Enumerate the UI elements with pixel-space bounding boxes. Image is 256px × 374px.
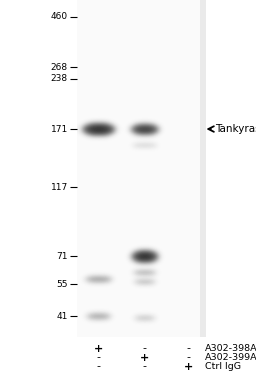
Bar — [77, 0, 200, 337]
Text: 71: 71 — [56, 252, 68, 261]
Text: 460: 460 — [51, 12, 68, 21]
Bar — [81, 0, 116, 337]
Text: -: - — [143, 344, 147, 353]
Text: 171: 171 — [51, 125, 68, 134]
Bar — [127, 0, 163, 337]
Text: 268: 268 — [51, 63, 68, 72]
Text: Ctrl IgG: Ctrl IgG — [205, 362, 241, 371]
Bar — [170, 0, 206, 337]
Text: -: - — [186, 344, 190, 353]
Text: -: - — [97, 362, 101, 371]
Text: 55: 55 — [56, 280, 68, 289]
Text: 41: 41 — [57, 312, 68, 321]
Text: -: - — [186, 353, 190, 362]
Text: +: + — [184, 362, 193, 371]
Text: A302-398A: A302-398A — [205, 344, 256, 353]
Text: +: + — [140, 353, 149, 362]
Text: 238: 238 — [51, 74, 68, 83]
Text: -: - — [97, 353, 101, 362]
Text: -: - — [143, 362, 147, 371]
Text: Tankyrase 1: Tankyrase 1 — [215, 124, 256, 134]
Text: A302-399A: A302-399A — [205, 353, 256, 362]
Text: 117: 117 — [51, 183, 68, 191]
Text: +: + — [94, 344, 103, 353]
